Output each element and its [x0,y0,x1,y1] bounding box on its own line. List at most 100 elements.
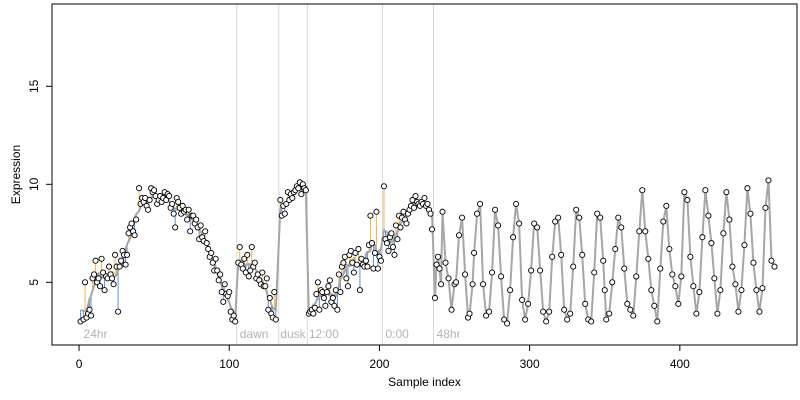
x-tick-label: 200 [369,357,389,371]
data-point [615,214,622,221]
data-point [133,216,140,223]
data-point [221,281,228,288]
data-point [759,285,766,292]
data-point [247,267,254,274]
data-point [540,308,547,315]
data-point [110,281,117,288]
data-point [669,271,676,278]
data-point [436,265,443,272]
data-point [230,312,237,319]
data-point [364,263,371,270]
data-point [466,310,473,317]
data-point [226,289,233,296]
data-point [696,289,703,296]
data-point [717,287,724,294]
data-point [492,206,499,213]
data-point [314,279,321,286]
data-point [344,283,351,290]
data-point [388,230,395,237]
data-point [227,308,234,315]
data-point [371,249,378,256]
data-point [244,251,251,258]
data-point [630,312,637,319]
data-point [421,194,428,202]
data-point [726,216,733,223]
x-tick-label: 0 [76,357,83,371]
data-point [531,220,538,227]
y-axis-title: Expression [9,145,23,204]
data-point [131,232,138,239]
y-tick-label: 15 [27,79,41,93]
data-point [373,208,380,215]
data-point [437,281,445,288]
data-point [410,204,418,211]
data-point [367,212,374,219]
data-point [597,214,604,221]
segment-annotation: 12:00 [309,327,339,341]
data-point [163,196,170,204]
data-point [374,265,381,272]
data-point [579,251,586,258]
data-point [594,210,601,217]
data-point [765,177,772,184]
data-point [95,275,102,282]
data-point [675,300,682,307]
data-point [81,279,89,286]
data-point [744,185,751,192]
data-point [101,287,108,294]
data-point [684,196,691,204]
data-point [215,277,222,284]
data-point [732,281,739,288]
data-point [209,259,216,266]
data-point [329,294,336,302]
data-point [97,283,104,290]
data-point [522,316,529,323]
data-point [455,232,463,239]
data-point [203,240,210,247]
data-point [525,300,532,307]
data-point [412,193,419,200]
data-point [528,267,535,274]
data-point [169,200,176,207]
data-point [489,269,496,276]
data-point [281,210,288,217]
plot-frame [51,3,798,346]
data-point [448,306,455,313]
data-point [609,279,616,286]
data-point [486,308,493,315]
data-point [320,294,327,302]
annotation-labels: 24hr dawn dusk 12:00 0:00 48hr [84,327,461,341]
data-point [606,310,613,317]
data-point [459,214,466,221]
data-point [251,259,258,266]
data-point [266,294,273,302]
data-point [316,306,323,313]
data-point [356,287,363,294]
data-point [543,318,550,325]
data-point [618,224,625,231]
data-point [720,230,727,237]
data-point [428,226,436,233]
data-point [377,257,384,264]
data-point [118,257,125,264]
data-point [259,269,266,276]
data-point [335,271,342,278]
data-point [603,316,610,323]
data-point [434,253,442,260]
data-point [558,251,565,258]
segment-annotation: 48hr [437,327,461,341]
segment-annotation: 24hr [84,327,108,341]
data-point [651,302,658,309]
data-point [762,204,769,211]
data-point [693,310,700,317]
data-point [331,302,338,309]
data-point [741,242,748,249]
data-point [295,185,302,192]
data-point [179,202,186,209]
data-point [424,200,431,207]
data-point [310,310,317,317]
data-point [768,257,775,264]
data-point [442,259,449,266]
data-point [552,218,559,225]
data-point [136,185,143,192]
